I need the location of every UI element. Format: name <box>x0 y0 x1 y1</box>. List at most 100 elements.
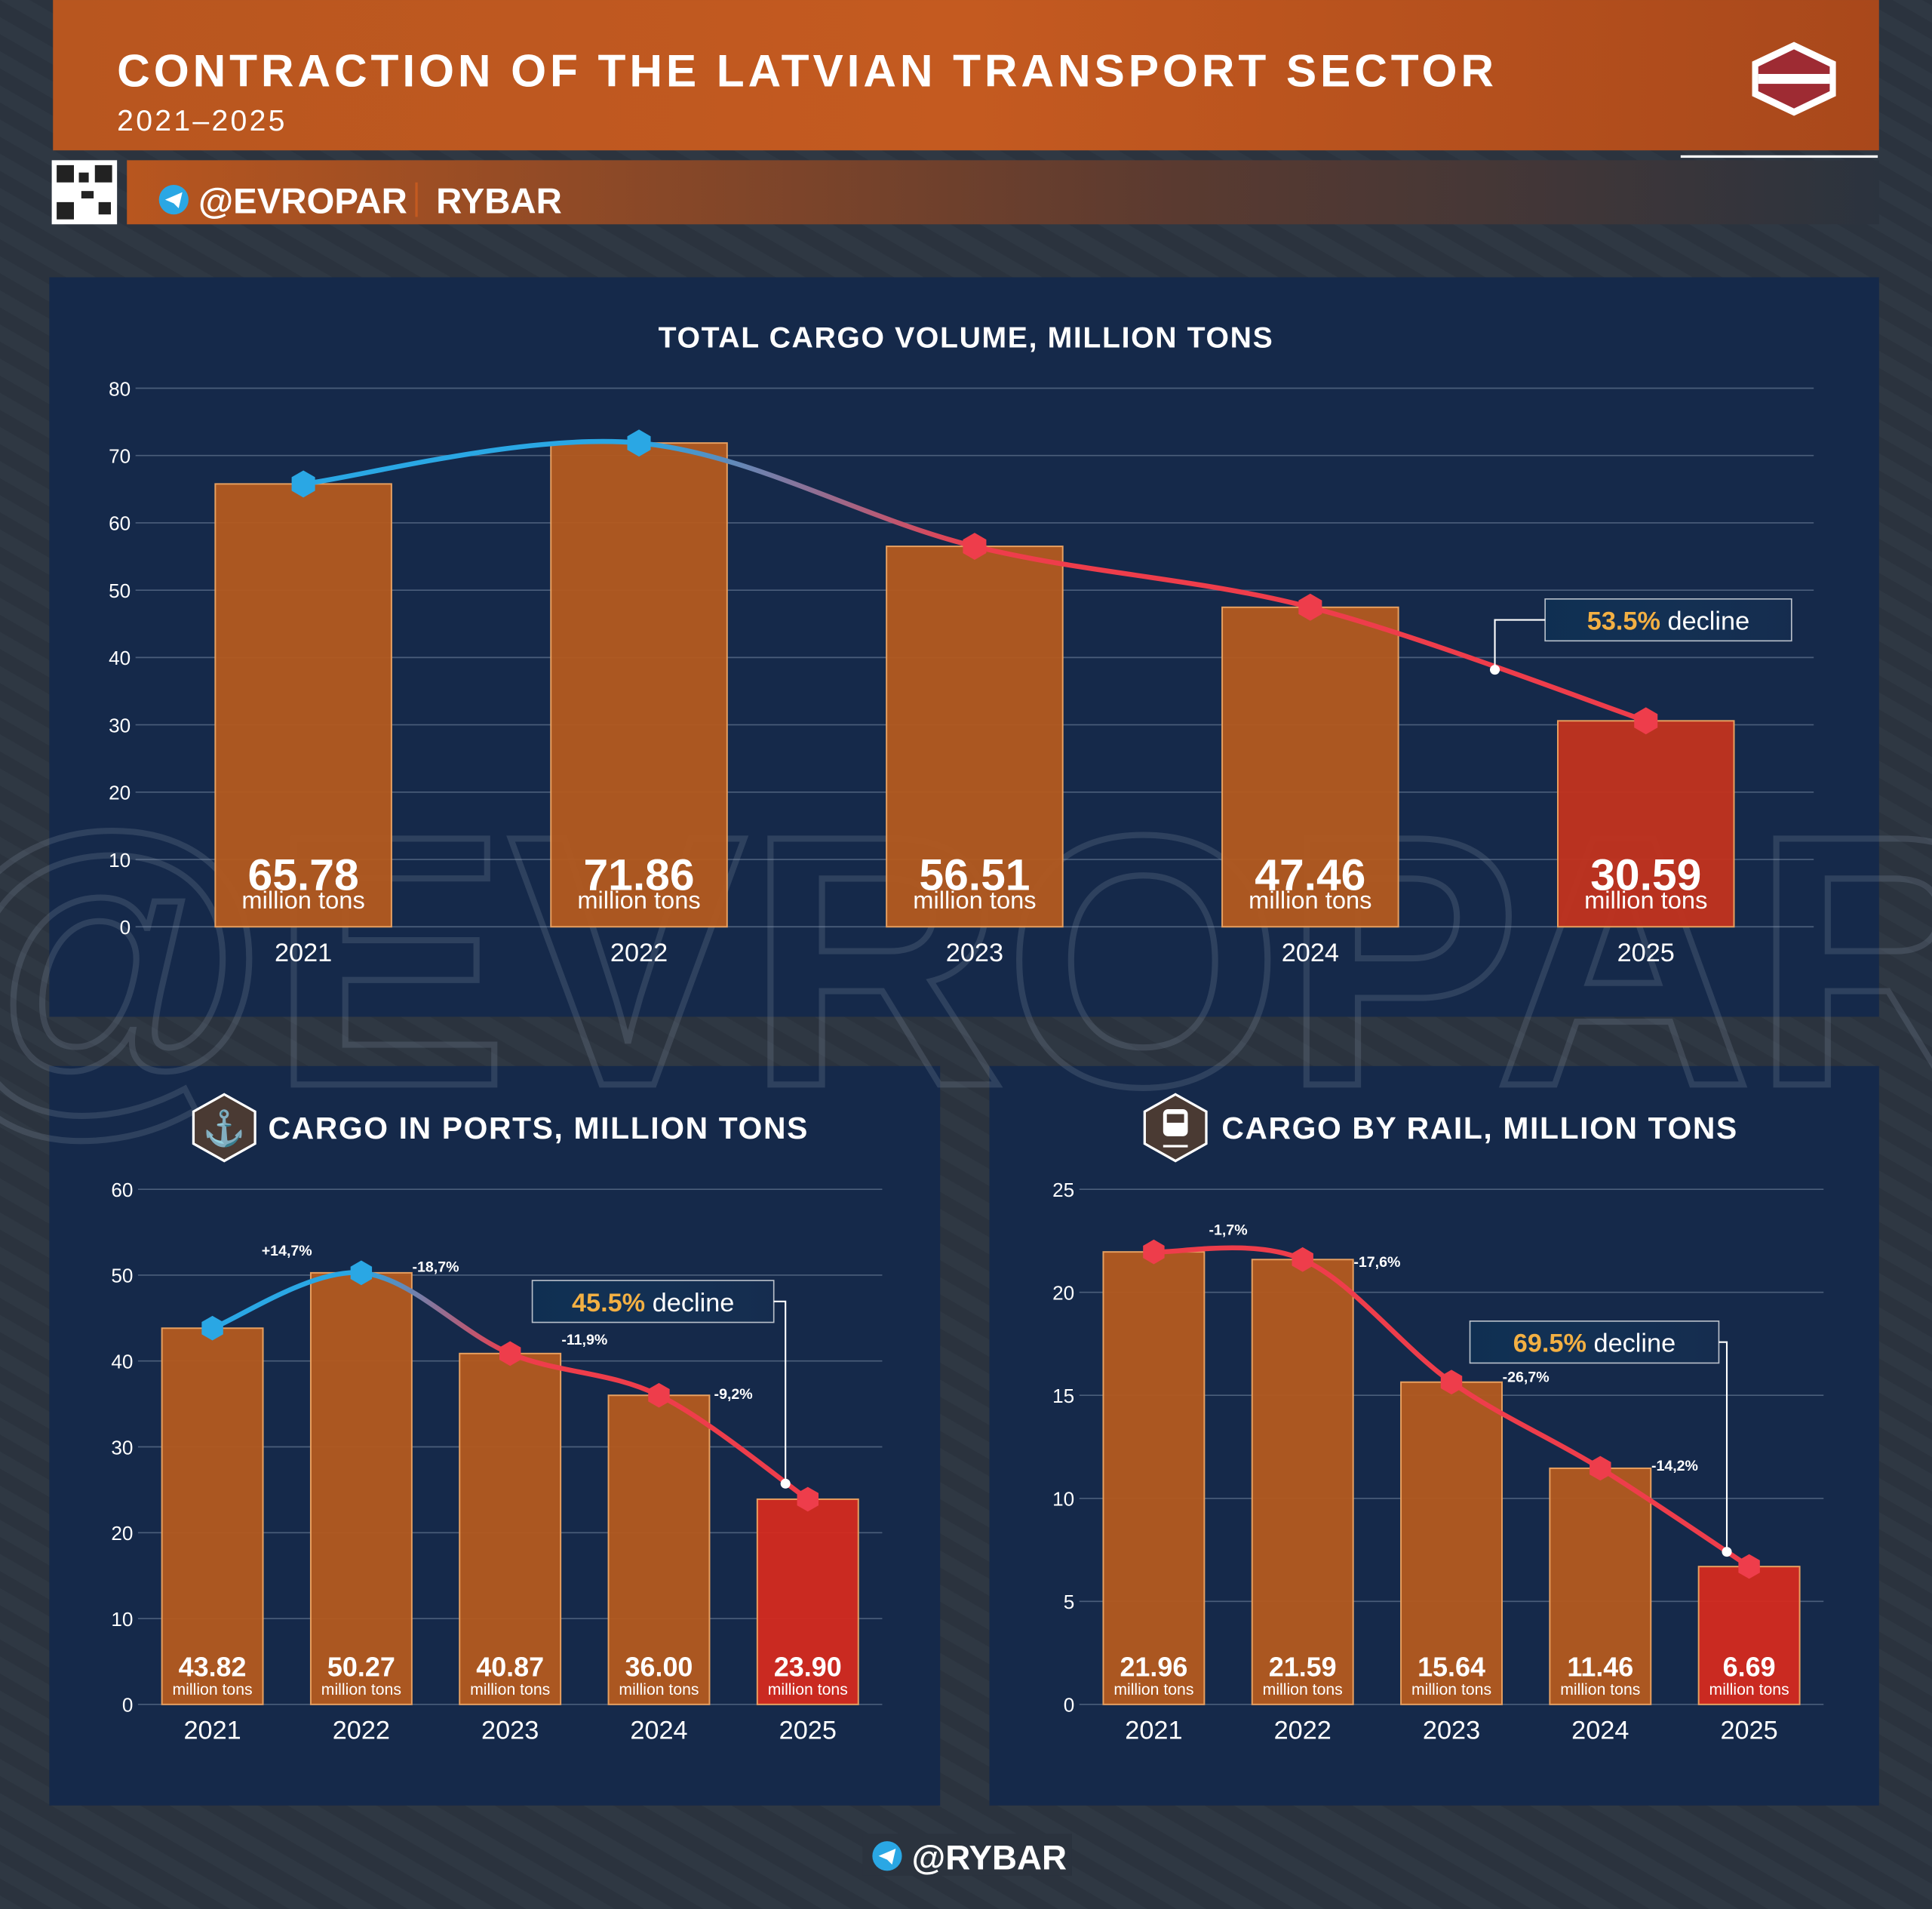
callout-box <box>1544 598 1792 642</box>
channel: @EVROPAR <box>198 182 407 222</box>
bar <box>886 546 1064 928</box>
callout: 53.5% decline <box>1587 607 1749 636</box>
decline-value: 45.5% <box>572 1289 645 1317</box>
x-tick-label: 2021 <box>183 1717 241 1745</box>
value-unit: million tons <box>1411 1681 1491 1698</box>
x-tick-label: 2025 <box>1720 1717 1777 1745</box>
y-tick-label: 10 <box>109 849 131 872</box>
x-tick-label: 2024 <box>1571 1717 1629 1745</box>
anchor-icon: ⚓ <box>192 1093 256 1163</box>
value-unit: million tons <box>173 1681 253 1698</box>
y-tick-label: 0 <box>1064 1694 1075 1717</box>
value-unit: million tons <box>619 1681 699 1698</box>
bar <box>1221 606 1399 928</box>
title: CONTRACTION OF THE LATVIAN TRANSPORT SEC… <box>117 45 1497 96</box>
point-marker <box>1143 1239 1165 1265</box>
y-tick-label: 40 <box>109 647 131 669</box>
value-unit: million tons <box>1584 886 1707 914</box>
x-tick-label: 2023 <box>481 1717 539 1745</box>
y-tick-label: 30 <box>109 714 131 736</box>
point-marker <box>499 1341 521 1366</box>
value-unit: million tons <box>577 886 700 914</box>
point-marker <box>963 533 987 561</box>
y-tick-label: 20 <box>111 1522 133 1545</box>
value-label: 21.96 <box>1120 1651 1187 1682</box>
callout-dot <box>1722 1547 1732 1557</box>
decline-text: decline <box>653 1289 735 1317</box>
y-tick-label: 20 <box>1052 1281 1074 1304</box>
callout-dot <box>1490 665 1500 675</box>
point-marker <box>1292 1247 1313 1272</box>
point-marker <box>201 1315 223 1341</box>
x-tick-label: 2023 <box>946 939 1003 967</box>
y-tick-label: 50 <box>109 579 131 602</box>
point-marker <box>1440 1370 1463 1395</box>
telegram-plane <box>164 192 183 209</box>
point-marker <box>1634 707 1658 735</box>
telegram-plane <box>878 1848 896 1865</box>
value-label: 40.87 <box>476 1651 544 1682</box>
x-tick-label: 2022 <box>1274 1717 1332 1745</box>
value-label: 71.86 <box>583 850 694 899</box>
divider <box>1680 155 1878 158</box>
callout-connector <box>1494 619 1546 670</box>
value-unit: million tons <box>241 886 364 914</box>
point-marker <box>797 1486 819 1512</box>
value-unit: million tons <box>913 886 1036 914</box>
point-marker <box>1590 1456 1611 1481</box>
x-tick-label: 2025 <box>1617 939 1675 967</box>
value-unit: million tons <box>1560 1681 1640 1698</box>
value-label: 30.59 <box>1590 850 1701 899</box>
x-tick-label: 2024 <box>1282 939 1339 967</box>
x-tick-label: 2021 <box>1125 1717 1182 1745</box>
value-unit: million tons <box>768 1681 848 1698</box>
point-marker <box>1298 593 1322 621</box>
value-label: 56.51 <box>919 850 1030 899</box>
point-marker <box>627 429 651 457</box>
change-label: -17,6% <box>1353 1254 1400 1271</box>
value-unit: million tons <box>1263 1681 1343 1698</box>
bar <box>1556 720 1735 928</box>
callout: 45.5% decline <box>572 1289 734 1317</box>
point-marker <box>291 470 315 498</box>
value-unit: million tons <box>321 1681 401 1698</box>
y-tick-label: 5 <box>1064 1591 1075 1613</box>
decline-text: decline <box>1668 607 1750 636</box>
change-label: -9,2% <box>714 1386 753 1403</box>
x-tick-label: 2022 <box>333 1717 390 1745</box>
x-tick-label: 2025 <box>779 1717 837 1745</box>
train-icon <box>1143 1093 1208 1163</box>
value-label: 65.78 <box>248 850 359 899</box>
x-tick-label: 2021 <box>275 939 332 967</box>
callout-connector <box>1719 1341 1728 1552</box>
y-tick-label: 70 <box>109 445 131 468</box>
decline-value: 53.5% <box>1587 607 1660 636</box>
value-unit: million tons <box>1249 886 1371 914</box>
qr-code <box>51 160 118 225</box>
bar <box>1400 1381 1503 1705</box>
decline-value: 69.5% <box>1513 1330 1586 1358</box>
y-tick-label: 15 <box>1052 1385 1074 1407</box>
y-tick-label: 60 <box>109 512 131 535</box>
x-tick-label: 2023 <box>1423 1717 1480 1745</box>
value-label: 23.90 <box>774 1651 842 1682</box>
value-label: 50.27 <box>327 1651 395 1682</box>
chart-title: CARGO IN PORTS, MILLION TONS <box>269 1111 809 1145</box>
x-tick-label: 2022 <box>610 939 668 967</box>
bar <box>161 1327 264 1705</box>
footer: @RYBAR <box>912 1839 1067 1877</box>
brand: RYBAR <box>436 182 562 222</box>
change-label: -14,2% <box>1651 1458 1698 1474</box>
callout-box <box>531 1280 775 1323</box>
x-tick-label: 2024 <box>630 1717 687 1745</box>
chart-title: CARGO BY RAIL, MILLION TONS <box>1221 1111 1738 1145</box>
callout-dot <box>780 1478 791 1489</box>
change-label: -26,7% <box>1503 1370 1550 1386</box>
bar <box>756 1498 859 1705</box>
bar <box>607 1394 711 1705</box>
change-label: -1,7% <box>1209 1222 1247 1238</box>
decline-text: decline <box>1594 1330 1676 1358</box>
value-label: 6.69 <box>1723 1651 1776 1682</box>
y-tick-label: 0 <box>122 1694 134 1717</box>
